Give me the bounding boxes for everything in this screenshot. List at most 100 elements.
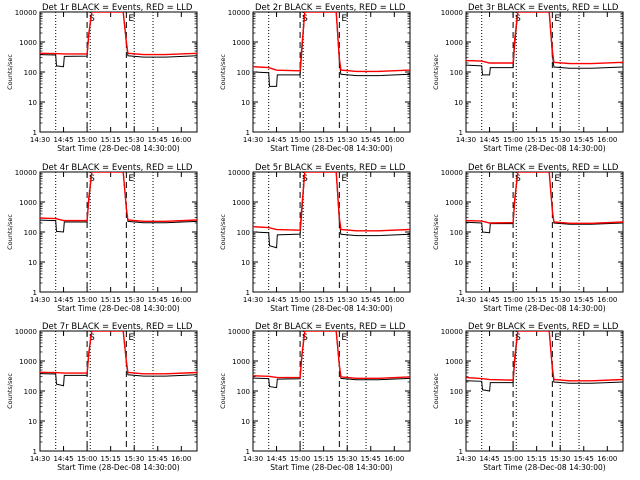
x-tick-label: 15:15	[101, 136, 121, 144]
x-tick-label: 15:30	[337, 136, 357, 144]
x-tick-label: 14:30	[30, 296, 50, 304]
marker-label-e: E	[554, 14, 560, 24]
y-tick-label: 10000	[441, 328, 463, 336]
y-tick-label: 1	[33, 289, 37, 297]
y-tick-label: 1000	[19, 358, 37, 366]
events-series-line	[253, 331, 410, 389]
y-tick-label: 10000	[228, 169, 250, 177]
x-axis-label: Start Time (28-Dec-08 14:30:00)	[483, 144, 605, 153]
x-tick-label: 15:30	[124, 455, 144, 463]
panel-title: Det 7r BLACK = Events, RED = LLD	[42, 322, 193, 332]
x-tick-label: 15:45	[148, 296, 168, 304]
x-tick-label: 14:45	[266, 296, 286, 304]
events-series-line	[466, 331, 623, 392]
y-tick-label: 10	[454, 259, 463, 267]
x-tick-label: 14:30	[243, 296, 263, 304]
x-tick-label: 15:30	[124, 136, 144, 144]
x-axis-label: Start Time (28-Dec-08 14:30:00)	[57, 304, 179, 313]
panel-title: Det 9r BLACK = Events, RED = LLD	[468, 322, 619, 332]
marker-label-e: E	[341, 14, 347, 24]
events-series-line	[40, 331, 197, 387]
y-axis-label: Counts/sec	[432, 54, 440, 90]
y-tick-label: 10	[241, 418, 250, 426]
x-tick-label: 16:00	[384, 296, 404, 304]
y-tick-label: 10000	[228, 328, 250, 336]
x-tick-label: 14:45	[53, 296, 73, 304]
y-tick-label: 1000	[232, 358, 250, 366]
x-tick-label: 15:00	[290, 136, 310, 144]
x-tick-label: 16:00	[597, 455, 617, 463]
lld-series-line	[253, 12, 410, 73]
panel-title: Det 3r BLACK = Events, RED = LLD	[468, 3, 619, 13]
lld-series-line	[40, 331, 197, 375]
x-tick-label: 15:30	[550, 296, 570, 304]
marker-label-s: S	[515, 174, 521, 184]
x-tick-label: 14:30	[30, 455, 50, 463]
lld-series-line	[253, 172, 410, 232]
x-tick-label: 15:00	[77, 296, 97, 304]
marker-label-e: E	[554, 174, 560, 184]
marker-label-s: S	[302, 14, 308, 24]
y-tick-label: 1000	[232, 199, 250, 207]
marker-label-e: E	[554, 333, 560, 343]
y-tick-label: 10000	[441, 169, 463, 177]
y-axis-label: Counts/sec	[219, 54, 227, 90]
y-tick-label: 1000	[445, 199, 463, 207]
x-tick-label: 14:30	[30, 136, 50, 144]
detector-panel-6: Det 6r BLACK = Events, RED = LLD 1 10 100 10…	[432, 163, 624, 313]
x-tick-label: 15:15	[101, 296, 121, 304]
marker-label-s: S	[89, 14, 95, 24]
x-tick-label: 14:45	[266, 455, 286, 463]
events-series-line	[253, 172, 410, 249]
y-tick-label: 10	[241, 259, 250, 267]
panel-title: Det 8r BLACK = Events, RED = LLD	[255, 322, 406, 332]
x-axis-label: Start Time (28-Dec-08 14:30:00)	[57, 463, 179, 472]
x-tick-label: 14:45	[53, 136, 73, 144]
detector-panel-7: Det 7r BLACK = Events, RED = LLD 1 10 100 10…	[6, 322, 198, 472]
x-tick-label: 14:30	[456, 296, 476, 304]
y-tick-label: 10	[28, 418, 37, 426]
y-tick-label: 100	[24, 388, 37, 396]
marker-label-s: S	[302, 333, 308, 343]
x-tick-label: 14:30	[243, 455, 263, 463]
y-tick-label: 10	[241, 99, 250, 107]
x-tick-label: 15:00	[77, 455, 97, 463]
x-tick-label: 15:15	[101, 455, 121, 463]
lld-series-line	[253, 331, 410, 379]
y-axis-label: Counts/sec	[6, 214, 14, 250]
panel-title: Det 5r BLACK = Events, RED = LLD	[255, 163, 406, 173]
lld-series-line	[40, 172, 197, 222]
y-tick-label: 1000	[445, 358, 463, 366]
lld-series-line	[466, 331, 623, 382]
marker-label-s: S	[89, 333, 95, 343]
lld-series-line	[466, 172, 623, 224]
x-axis-label: Start Time (28-Dec-08 14:30:00)	[270, 463, 392, 472]
x-tick-label: 16:00	[384, 455, 404, 463]
x-tick-label: 15:00	[503, 296, 523, 304]
y-tick-label: 1	[33, 129, 37, 137]
y-tick-label: 100	[24, 69, 37, 77]
x-tick-label: 14:45	[479, 136, 499, 144]
lld-series-line	[40, 12, 197, 56]
lld-series-line	[466, 12, 623, 65]
y-axis-label: Counts/sec	[6, 54, 14, 90]
detector-panel-8: Det 8r BLACK = Events, RED = LLD 1 10 100 10…	[219, 322, 411, 472]
x-tick-label: 15:45	[361, 455, 381, 463]
marker-label-e: E	[341, 174, 347, 184]
marker-label-s: S	[89, 174, 95, 184]
x-tick-label: 15:45	[361, 136, 381, 144]
x-tick-label: 15:30	[550, 455, 570, 463]
y-tick-label: 10000	[228, 9, 250, 17]
panel-title: Det 6r BLACK = Events, RED = LLD	[468, 163, 619, 173]
y-tick-label: 100	[237, 69, 250, 77]
x-tick-label: 15:45	[361, 296, 381, 304]
panel-title: Det 2r BLACK = Events, RED = LLD	[255, 3, 406, 13]
x-tick-label: 14:45	[53, 455, 73, 463]
x-tick-label: 15:00	[503, 455, 523, 463]
x-tick-label: 16:00	[171, 136, 191, 144]
x-tick-label: 15:30	[550, 136, 570, 144]
x-tick-label: 15:15	[314, 136, 334, 144]
plot-frame	[39, 330, 198, 452]
y-tick-label: 100	[237, 229, 250, 237]
